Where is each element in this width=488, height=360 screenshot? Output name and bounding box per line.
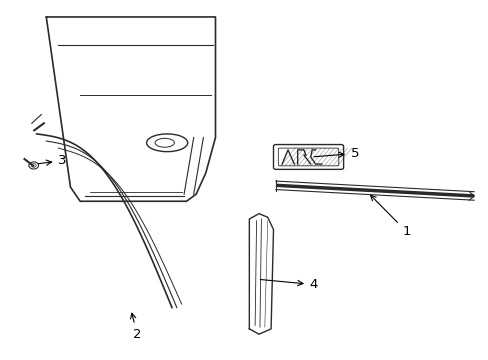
Text: 1: 1 [370, 195, 410, 238]
Text: 5: 5 [313, 147, 359, 160]
Text: 3: 3 [39, 154, 67, 167]
Text: 2: 2 [130, 313, 141, 341]
Text: 4: 4 [260, 278, 318, 291]
